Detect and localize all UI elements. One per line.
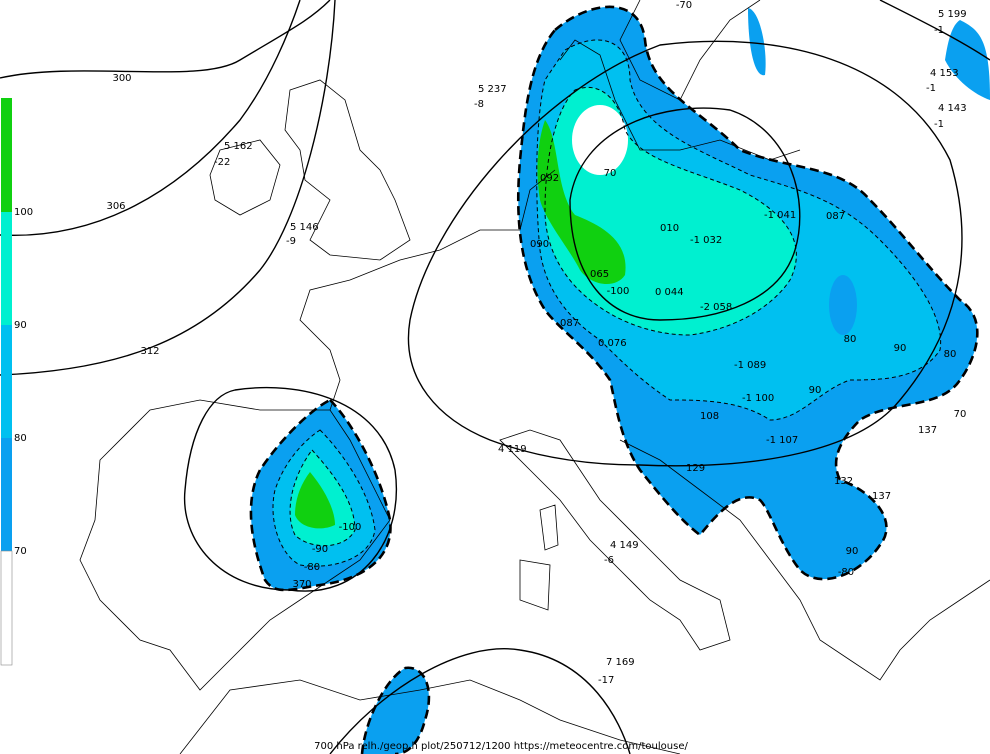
humidity-contour [272, 429, 376, 567]
humidity-label: -80 [304, 562, 320, 573]
humidity-label: 90 [809, 385, 822, 396]
colorbar [0, 98, 13, 666]
station-label: -17 [598, 675, 614, 686]
station-label: 129 [686, 463, 705, 474]
station-label: 4 153 [930, 68, 959, 79]
humidity-contours [249, 5, 979, 754]
britain [284, 79, 411, 261]
humidity-100-area [537, 120, 626, 285]
colorbar-segment [1, 212, 12, 325]
station-label: 108 [700, 411, 719, 422]
footer: 700 hPa relh./geop.h plot/250712/1200 ht… [314, 741, 688, 752]
station-label: 092 [540, 173, 559, 184]
station-label: 132 [834, 476, 853, 487]
station-label: 137 [872, 491, 891, 502]
humidity-areas [250, 6, 990, 754]
station-label: 065 [590, 269, 609, 280]
geopotential-contour [183, 386, 397, 592]
station-label: -1 [934, 119, 944, 130]
humidity-label: 80 [944, 349, 957, 360]
station-label: 090 [530, 239, 549, 250]
station-label: 087 [826, 211, 845, 222]
station-label: 5 237 [478, 84, 507, 95]
geopotential-contour [569, 107, 801, 321]
station-label: 0 044 [655, 287, 684, 298]
colorbar-segment [1, 438, 12, 551]
station-label: 4 149 [610, 540, 639, 551]
station-label: -1 [934, 25, 944, 36]
islands [519, 504, 559, 611]
geopotential-contour [0, 0, 331, 79]
humidity-label: 70 [604, 168, 617, 179]
station-label: 5 199 [938, 9, 967, 20]
station-label: -1 032 [690, 235, 722, 246]
humidity-contour [249, 398, 392, 592]
humidity-contour [516, 5, 979, 581]
balkan-coast [619, 439, 990, 681]
humidity-contour [360, 666, 431, 754]
geopotential-label: 306 [106, 201, 125, 212]
station-label: 4 143 [938, 103, 967, 114]
station-label: -2 058 [700, 302, 732, 313]
humidity-100-area [295, 472, 335, 529]
station-label: 5 146 [290, 222, 319, 233]
geopotential-label: 312 [140, 346, 159, 357]
colorbar-label: 90 [14, 320, 27, 331]
humidity-label: -80 [838, 567, 854, 578]
labels: 100 90 80 70 300 306 312 -70 80 90 80 70 90 -100 -90 -8… [14, 0, 967, 686]
geopotential-contour [879, 0, 990, 61]
station-label: -1 [926, 83, 936, 94]
baltic-coast [559, 39, 801, 161]
humidity-contour [544, 86, 797, 336]
humidity-label: 370 [292, 579, 311, 590]
colorbar-segment [0, 550, 13, 666]
humidity-70-area [748, 8, 766, 76]
africa-coast [179, 679, 681, 754]
station-label: 5 162 [224, 141, 253, 152]
station-label: -9 [286, 236, 296, 247]
geopotential-label: -70 [676, 0, 692, 11]
station-label: -1 041 [764, 210, 796, 221]
station-label: 7 169 [606, 657, 635, 668]
colorbar-label: 100 [14, 207, 33, 218]
station-label: -1 089 [734, 360, 766, 371]
colorbar-segment [1, 325, 12, 438]
geopotential-contour [0, 0, 336, 376]
station-label: 137 [918, 425, 937, 436]
iberia [79, 399, 391, 691]
coastlines [79, 0, 990, 754]
station-label: -1 100 [742, 393, 774, 404]
humidity-label: 70 [954, 409, 967, 420]
station-label: 0 076 [598, 338, 627, 349]
humidity-70-area [362, 667, 429, 754]
ireland [209, 139, 281, 216]
humidity-70-area [829, 275, 857, 335]
humidity-label: -90 [312, 544, 328, 555]
station-label: 087 [560, 318, 579, 329]
station-label: 010 [660, 223, 679, 234]
colorbar-label: 80 [14, 433, 27, 444]
france-coast [299, 169, 556, 411]
station-label: -6 [604, 555, 614, 566]
station-label: 4 119 [498, 444, 527, 455]
station-label: -22 [214, 157, 230, 168]
colorbar-label: 70 [14, 546, 27, 557]
humidity-label: 80 [844, 334, 857, 345]
station-label: -1 107 [766, 435, 798, 446]
humidity-contour [289, 449, 356, 547]
geopotential-label: 300 [112, 73, 131, 84]
geopotential-contour [407, 40, 963, 467]
humidity-label: -100 [339, 522, 362, 533]
geopotential-contour [0, 0, 301, 237]
clear-area [572, 105, 628, 175]
humidity-label: -100 [607, 286, 630, 297]
humidity-label: 90 [894, 343, 907, 354]
humidity-contour [536, 39, 942, 421]
colorbar-segment [1, 98, 12, 212]
humidity-label: 90 [846, 546, 859, 557]
geopotential-contour [329, 648, 631, 754]
station-label: -8 [474, 99, 484, 110]
